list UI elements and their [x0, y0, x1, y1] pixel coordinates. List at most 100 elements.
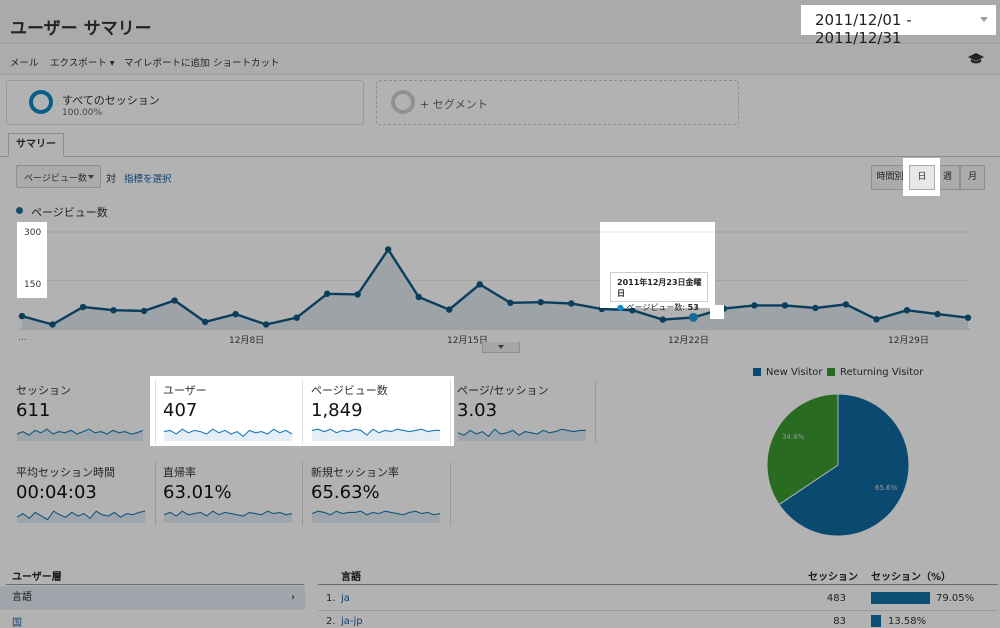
stat-sessions[interactable]: セッション 611 [16, 382, 162, 462]
x-tick-label: 12月29日 [888, 336, 929, 346]
tooltip-label: ページビュー数: [626, 303, 686, 312]
sparkline-area [17, 511, 145, 523]
stat-label: 新規セッション率 [311, 466, 399, 479]
date-range-picker[interactable]: 2011/12/01 - 2011/12/31 [815, 11, 912, 47]
shortcut-button[interactable]: ショートカット [213, 58, 280, 69]
metric-select-value: ページビュー数 [24, 174, 87, 184]
export-button[interactable]: エクスポート ▾ [50, 58, 115, 69]
segment-label: すべてのセッション [62, 94, 160, 107]
chart-tooltip: 2011年12月23日金曜日 ● ページビュー数: 53 [610, 272, 708, 312]
x-tick-label: 12月8日 [229, 336, 265, 346]
pie-slice [766, 393, 839, 506]
page-title: ユーザー サマリー [10, 19, 152, 39]
data-point [537, 298, 544, 306]
legend-swatch [827, 368, 835, 376]
data-point [781, 302, 789, 309]
row-sessions: 83 [833, 616, 846, 627]
chart-expand-handle[interactable] [482, 342, 520, 353]
stat-value: 611 [16, 400, 51, 421]
stat-value: 1,849 [311, 400, 363, 421]
sessions-column-header[interactable]: セッション [808, 572, 858, 583]
sessions-pct-column-header[interactable]: セッション（%） [871, 572, 952, 583]
x-tick-label: … [18, 333, 27, 343]
data-point [507, 299, 514, 307]
stat-label: 平均セッション時間 [16, 466, 115, 479]
sparkline [16, 428, 144, 441]
stat-value: 63.01% [163, 482, 232, 503]
sparkline-area [17, 429, 143, 441]
series-line [21, 247, 969, 326]
granularity-day-button[interactable]: 日 [909, 165, 935, 190]
add-to-dashboard-button[interactable]: マイレポートに追加 [124, 58, 210, 69]
x-tick-label: 12月22日 [668, 336, 709, 346]
tab-summary[interactable]: サマリー [8, 133, 64, 157]
stat-label: ページビュー数 [311, 384, 388, 397]
stat-label: 直帰率 [163, 466, 196, 479]
divider [302, 462, 303, 526]
data-point [964, 314, 972, 321]
data-point [568, 300, 575, 307]
pie-slice-label: 34.4% [782, 433, 805, 441]
chevron-down-icon[interactable] [980, 17, 988, 22]
chevron-down-icon [498, 345, 504, 349]
tooltip-value-row: ● ページビュー数: 53 [617, 302, 707, 313]
sparkline [163, 510, 293, 523]
vs-label: 対 [106, 174, 116, 185]
granularity-hourly-button[interactable]: 時間別 [871, 165, 909, 190]
segment-all-sessions[interactable]: すべてのセッション 100.00% [6, 80, 364, 125]
stat-pages-per-session[interactable]: ページ/セッション 3.03 [457, 382, 603, 462]
stat-label: セッション [16, 384, 71, 397]
sparkline-line [457, 428, 586, 438]
data-point [446, 306, 453, 313]
email-button[interactable]: メール [10, 58, 39, 69]
row-rank: 2. [326, 616, 336, 627]
data-point [49, 321, 56, 328]
add-segment-label[interactable]: + セグメント [420, 98, 488, 111]
sparkline-area [458, 429, 586, 441]
row-language-link[interactable]: ja [341, 593, 350, 604]
series-legend-dot [16, 207, 23, 214]
graduation-cap-icon[interactable] [968, 53, 984, 69]
divider [155, 380, 156, 444]
data-point [201, 318, 209, 326]
divider [595, 380, 596, 444]
sparkline-line [16, 428, 144, 436]
data-point [110, 307, 117, 314]
row-language-link[interactable]: ja-jp [341, 616, 363, 627]
metric-select[interactable]: ページビュー数 [16, 165, 101, 188]
stat-new-sessions-rate[interactable]: 新規セッション率 65.63% [311, 464, 457, 544]
sparkline-area [312, 429, 440, 441]
series-area [22, 249, 968, 329]
data-point [812, 304, 819, 312]
data-point [934, 310, 941, 318]
stat-label: ユーザー [163, 384, 207, 397]
data-point [354, 291, 361, 298]
data-point [688, 312, 698, 322]
data-point [903, 307, 911, 314]
stat-bounce-rate[interactable]: 直帰率 63.01% [163, 464, 309, 544]
side-row-label: 言語 [12, 592, 32, 603]
side-row-language[interactable]: 言語 › [0, 586, 305, 610]
bullet-icon: ● [617, 303, 624, 312]
segment-ring-icon [29, 90, 53, 114]
sparkline-line [311, 510, 441, 516]
data-point [629, 307, 636, 314]
dim-overlay [0, 196, 1000, 222]
data-point [659, 316, 667, 323]
stat-value: 3.03 [457, 400, 498, 421]
sparkline [163, 428, 293, 441]
divider [6, 584, 304, 585]
add-segment-box[interactable] [376, 80, 739, 125]
stat-users[interactable]: ユーザー 407 [163, 382, 309, 462]
granularity-month-button[interactable]: 月 [960, 165, 985, 190]
sparkline-area [164, 511, 292, 523]
chevron-down-icon [88, 175, 94, 179]
stat-avg-session-duration[interactable]: 平均セッション時間 00:04:03 [16, 464, 162, 544]
stat-pageviews[interactable]: ページビュー数 1,849 [311, 382, 457, 462]
divider [450, 462, 451, 526]
stat-value: 00:04:03 [16, 482, 97, 503]
pageviews-line-chart [18, 231, 972, 330]
choose-metric-link[interactable]: 指標を選択 [124, 174, 172, 185]
side-row-country[interactable]: 国 [12, 618, 22, 628]
visitor-type-pie-chart [766, 393, 910, 537]
